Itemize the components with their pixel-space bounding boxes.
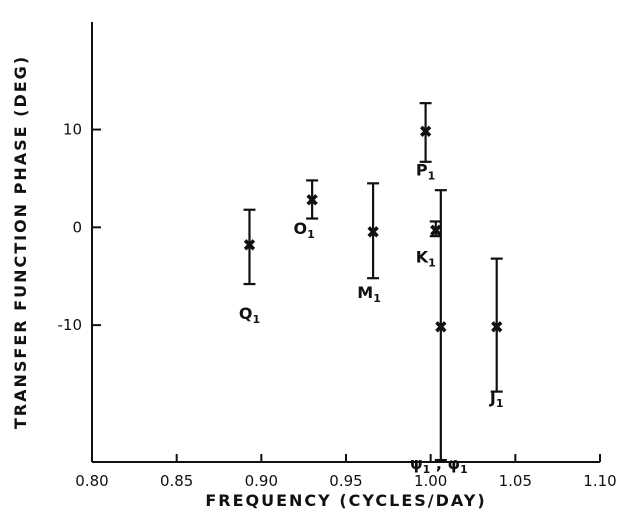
data-point: ✖ [434, 318, 448, 338]
ticks: 0.80 0.85 0.90 0.95 1.00 1.05 1.10 10 0 -10 [58, 121, 617, 490]
x-tick-label: 0.95 [329, 472, 362, 490]
x-axis-label: FREQUENCY (CYCLES/DAY) [205, 491, 486, 510]
x-tick-label: 0.85 [160, 472, 193, 490]
point-label: M1 [357, 283, 381, 305]
point-label: J1 [489, 388, 504, 410]
y-tick-label: -10 [58, 316, 83, 334]
x-tick-label: 1.05 [499, 472, 532, 490]
point-label: ψ1 , φ1 [410, 454, 468, 476]
data-marks: ✖ Q1 ✖ O1 ✖ M1 ✖ P1 ✖ K1 ✖ ψ1 , φ1 ✖ J1 [239, 102, 504, 476]
x-tick-label: 0.90 [245, 472, 278, 490]
data-point: ✖ [366, 223, 380, 243]
x-tick-label: 1.00 [414, 472, 447, 490]
y-axis-label: TRANSFER FUNCTION PHASE (DEG) [11, 55, 30, 429]
point-label: K1 [416, 247, 436, 269]
point-label: O1 [294, 219, 315, 241]
y-tick-label: 0 [72, 218, 82, 236]
data-point: ✖ [305, 191, 319, 211]
point-label: P1 [416, 161, 435, 183]
data-point: ✖ [490, 318, 504, 338]
axes [91, 22, 600, 463]
y-tick-label: 10 [63, 121, 82, 139]
x-tick-label: 1.10 [583, 472, 616, 490]
point-label: Q1 [239, 304, 260, 326]
data-point: ✖ [242, 236, 256, 256]
data-point: ✖ [429, 221, 443, 241]
data-point: ✖ [418, 123, 432, 143]
x-tick-label: 0.80 [75, 472, 108, 490]
